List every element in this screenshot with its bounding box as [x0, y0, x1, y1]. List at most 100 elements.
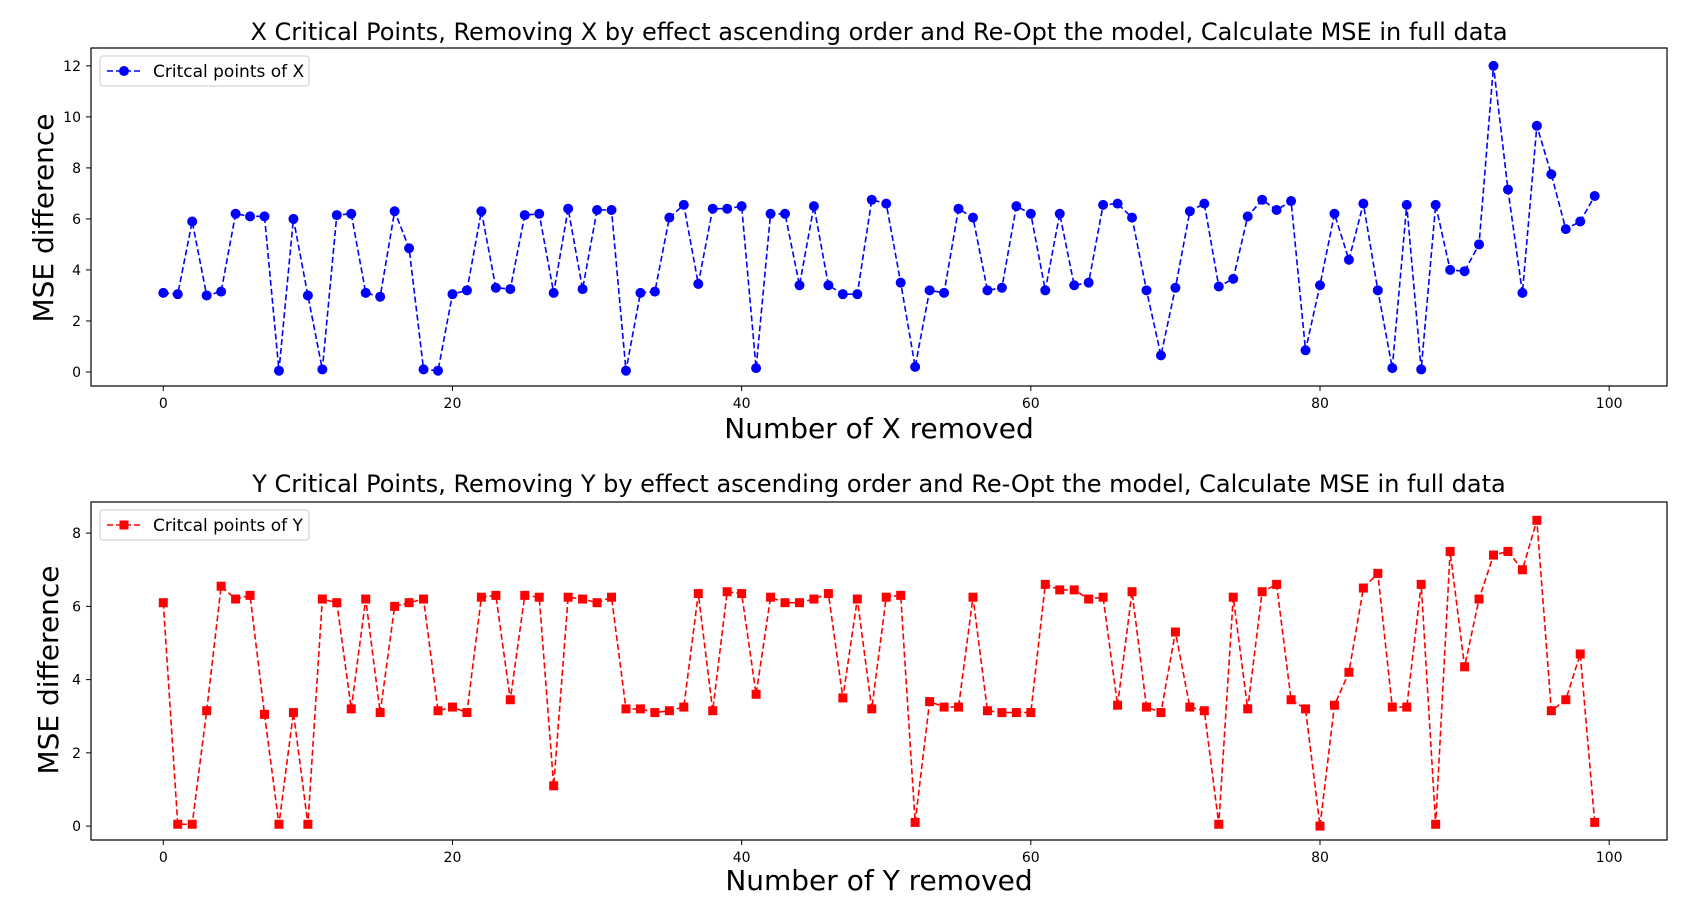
data-point — [245, 590, 255, 600]
data-point — [187, 819, 197, 829]
data-point — [1431, 819, 1441, 829]
data-point — [476, 592, 486, 602]
tick-group: 0 20 40 60 80 100 0 2 4 6 8 10 12 — [63, 59, 1622, 412]
data-point — [1083, 277, 1094, 288]
data-point — [751, 689, 761, 699]
data-point — [1228, 273, 1239, 284]
data-point — [260, 709, 270, 719]
data-point — [505, 284, 516, 295]
data-point — [158, 598, 168, 608]
data-point — [549, 781, 559, 791]
data-point — [809, 594, 819, 604]
data-point — [1503, 546, 1513, 556]
legend-box — [99, 509, 310, 541]
data-point — [1445, 546, 1455, 556]
data-point — [1590, 817, 1600, 827]
x-tick-label: 80 — [1311, 850, 1329, 866]
data-point — [317, 364, 328, 375]
data-point — [346, 704, 356, 714]
data-point — [1040, 285, 1051, 296]
data-point — [1517, 565, 1527, 575]
data-point — [1127, 587, 1137, 597]
x-tick-label: 20 — [444, 396, 462, 412]
data-point — [1445, 264, 1456, 275]
data-point — [1372, 285, 1383, 296]
data-point — [231, 594, 241, 604]
plot-area — [158, 515, 1600, 831]
data-point — [751, 363, 762, 374]
data-point — [490, 282, 501, 293]
data-point — [722, 203, 733, 214]
x-tick-label: 0 — [159, 396, 168, 412]
x-tick-label: 20 — [444, 850, 462, 866]
data-point — [1155, 350, 1166, 361]
data-point — [1242, 211, 1253, 222]
data-point — [361, 594, 371, 604]
data-point — [1358, 198, 1369, 209]
data-point — [1141, 702, 1151, 712]
data-point — [650, 708, 660, 718]
data-point — [1054, 208, 1065, 219]
plot-area — [158, 60, 1600, 376]
data-point — [910, 361, 921, 372]
data-point — [1401, 199, 1412, 210]
data-point — [852, 594, 862, 604]
tick-group: 0 20 40 60 80 100 0 2 4 6 8 — [72, 526, 1622, 866]
data-point — [230, 208, 241, 219]
data-point — [635, 287, 646, 298]
data-point — [794, 280, 805, 291]
data-point — [693, 589, 703, 599]
data-point — [852, 289, 863, 300]
data-point — [173, 819, 183, 829]
data-point — [1314, 280, 1325, 291]
x-tick-label: 0 — [159, 850, 168, 866]
data-point — [1084, 594, 1094, 604]
data-point — [563, 592, 573, 602]
data-point — [1213, 281, 1224, 292]
data-point — [1243, 704, 1253, 714]
data-point — [635, 704, 645, 714]
data-point — [1373, 568, 1383, 578]
data-point — [461, 285, 472, 296]
data-point — [1517, 287, 1528, 298]
y-tick-label: 2 — [72, 746, 81, 762]
data-point — [491, 590, 501, 600]
data-point — [1156, 708, 1166, 718]
data-point — [837, 289, 848, 300]
data-point — [520, 590, 530, 600]
data-point — [390, 601, 400, 611]
data-point — [577, 284, 588, 295]
data-point — [1069, 585, 1079, 595]
data-point — [1228, 592, 1238, 602]
data-point — [346, 208, 357, 219]
data-point — [1098, 592, 1108, 602]
data-point — [202, 706, 212, 716]
data-point — [1040, 579, 1050, 589]
data-point — [606, 204, 617, 215]
data-point — [1343, 254, 1354, 265]
data-point — [737, 589, 747, 599]
chart-title: X Critical Points, Removing X by effect … — [250, 18, 1507, 46]
data-point — [664, 212, 675, 223]
data-point — [1344, 667, 1354, 677]
data-point — [736, 201, 747, 212]
axes-frame — [90, 47, 1668, 387]
data-point — [679, 702, 689, 712]
data-point — [404, 243, 415, 254]
data-point — [1460, 662, 1470, 672]
data-point — [187, 216, 198, 227]
data-point — [866, 194, 877, 205]
data-point — [1532, 515, 1542, 525]
data-point — [1055, 585, 1065, 595]
data-point — [1026, 708, 1036, 718]
data-point — [1531, 120, 1542, 131]
data-point — [925, 697, 935, 707]
data-point — [245, 211, 256, 222]
data-point — [1257, 587, 1267, 597]
data-point — [997, 708, 1007, 718]
data-point — [447, 702, 457, 712]
y-tick-label: 6 — [72, 599, 81, 615]
data-point — [563, 203, 574, 214]
data-point — [1199, 198, 1210, 209]
data-point — [1286, 196, 1297, 207]
